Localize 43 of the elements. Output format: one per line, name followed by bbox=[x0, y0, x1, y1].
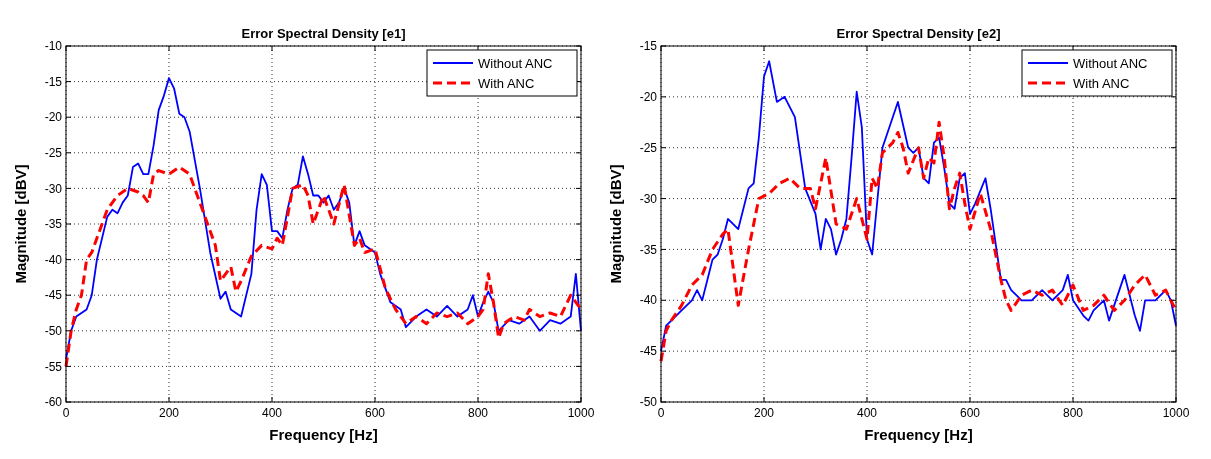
y-axis-title: Magnitude [dBV] bbox=[12, 164, 29, 284]
y-tick-label: -35 bbox=[44, 217, 63, 232]
y-tick-label: -10 bbox=[44, 39, 63, 54]
y-tick-label: -50 bbox=[44, 324, 63, 338]
x-tick-label: 400 bbox=[856, 406, 878, 420]
y-tick-label: -30 bbox=[639, 191, 658, 206]
y-tick-label: -50 bbox=[639, 395, 658, 410]
legend-label: With ANC bbox=[1073, 75, 1130, 91]
y-tick-label: -15 bbox=[44, 74, 63, 89]
y-axis-title: Magnitude [dBV] bbox=[607, 164, 624, 284]
legend-label: Without ANC bbox=[478, 55, 553, 71]
x-tick-label: 400 bbox=[261, 406, 283, 420]
y-tick-label: -45 bbox=[44, 288, 63, 303]
y-tick-label: -45 bbox=[639, 344, 658, 359]
x-tick-label: 600 bbox=[959, 406, 981, 420]
y-tick-label: -15 bbox=[639, 39, 658, 54]
y-tick-label: -55 bbox=[44, 359, 63, 374]
y-tick-label: -30 bbox=[44, 181, 63, 196]
y-tick-label: -20 bbox=[639, 90, 658, 105]
y-tick-label: -60 bbox=[44, 395, 63, 410]
chart-title: Error Spectral Density [e1] bbox=[241, 26, 406, 41]
x-tick-label: 1000 bbox=[567, 406, 595, 420]
y-tick-label: -40 bbox=[44, 252, 63, 267]
line-series bbox=[659, 120, 1178, 363]
x-tick-label: 1000 bbox=[1162, 406, 1190, 420]
x-tick-label: 800 bbox=[1062, 406, 1084, 420]
x-tick-label: 200 bbox=[753, 406, 775, 420]
y-tick-label: -25 bbox=[44, 146, 63, 160]
x-tick-label: 200 bbox=[158, 406, 180, 420]
x-axis-title: Frequency [Hz] bbox=[269, 426, 378, 443]
legend-label: Without ANC bbox=[1073, 55, 1148, 71]
x-tick-label: 800 bbox=[467, 406, 489, 420]
y-tick-label: -35 bbox=[639, 242, 658, 257]
y-tick-label: -25 bbox=[639, 140, 658, 155]
x-tick-label: 600 bbox=[364, 406, 386, 420]
y-tick-label: -40 bbox=[639, 293, 658, 308]
x-tick-label: 0 bbox=[62, 406, 70, 420]
legend-label: With ANC bbox=[478, 75, 535, 91]
x-axis-title: Frequency [Hz] bbox=[864, 426, 973, 443]
chart-title: Error Spectral Density [e2] bbox=[836, 26, 1001, 41]
line-series bbox=[64, 165, 583, 368]
y-tick-label: -20 bbox=[44, 110, 63, 125]
x-tick-label: 0 bbox=[657, 406, 665, 420]
